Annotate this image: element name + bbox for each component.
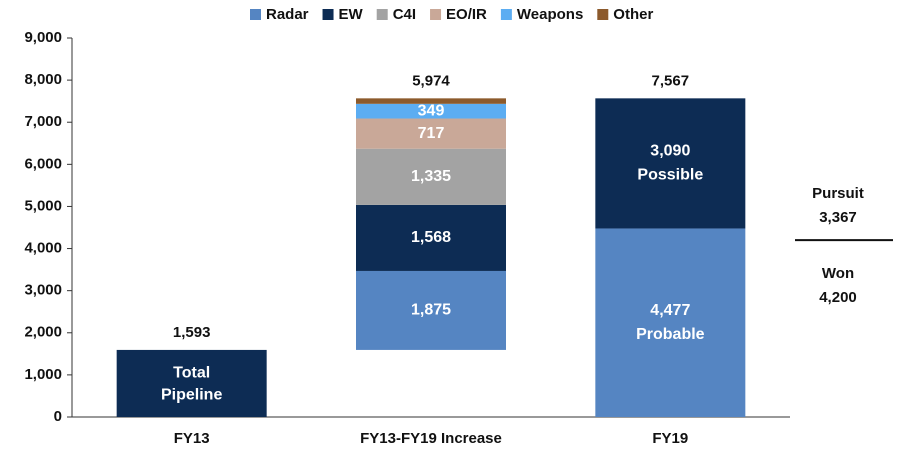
legend-label: C4I (393, 6, 416, 23)
legend-label: EW (339, 6, 364, 23)
segment-value-label: 1,335 (411, 168, 451, 185)
y-tick-label: 5,000 (24, 197, 62, 214)
segment-value-label: 4,477 (650, 302, 690, 319)
y-tick-label: 8,000 (24, 71, 62, 88)
bar-segment (356, 148, 506, 205)
legend-swatch (500, 9, 512, 20)
bar-segment (595, 98, 746, 229)
x-tick-label: FY13-FY19 Increase (360, 430, 502, 447)
y-tick-label: 4,000 (24, 240, 62, 257)
segment-value-label: 3,090 (650, 143, 690, 160)
segment-text: Probable (636, 326, 705, 343)
legend-label: Radar (266, 6, 309, 23)
legend-swatch (376, 9, 388, 20)
annotation-value: 4,200 (819, 289, 857, 306)
bar-segment (356, 103, 506, 119)
bar-segment (356, 98, 506, 104)
annotation-text: Won (822, 265, 854, 282)
annotation-value: 3,367 (819, 209, 857, 226)
bar-segment (356, 204, 506, 271)
segment-text: Total Pipeline (161, 365, 222, 404)
legend-swatch (322, 9, 334, 20)
bar-segment (595, 228, 746, 417)
bar-segment (356, 270, 506, 350)
legend-swatch (597, 9, 609, 20)
legend-swatch (430, 9, 442, 20)
segment-value-label: 349 (418, 102, 445, 119)
x-tick-label: FY13 (174, 430, 210, 447)
segment-text: Possible (637, 167, 703, 184)
x-tick-label: FY19 (652, 430, 688, 447)
legend-swatch (250, 9, 261, 20)
legend-label: Other (613, 6, 653, 23)
bar-segment (116, 349, 267, 417)
total-label: 7,567 (652, 72, 690, 89)
y-tick-label: 3,000 (24, 282, 62, 299)
legend-label: EO/IR (446, 6, 487, 23)
total-label: 5,974 (412, 72, 450, 89)
segment-value-label: 1,875 (411, 302, 451, 319)
legend-label: Weapons (517, 6, 583, 23)
y-tick-label: 0 (54, 408, 62, 425)
y-tick-label: 9,000 (24, 29, 62, 46)
annotation-text: Pursuit (812, 185, 864, 202)
bar-segment (356, 118, 506, 149)
segment-value-label: 717 (418, 125, 445, 142)
y-tick-label: 6,000 (24, 155, 62, 172)
y-tick-label: 2,000 (24, 324, 62, 341)
segment-value-label: 1,568 (411, 229, 451, 246)
y-tick-label: 7,000 (24, 113, 62, 130)
y-tick-label: 1,000 (24, 366, 62, 383)
total-label: 1,593 (173, 324, 211, 341)
